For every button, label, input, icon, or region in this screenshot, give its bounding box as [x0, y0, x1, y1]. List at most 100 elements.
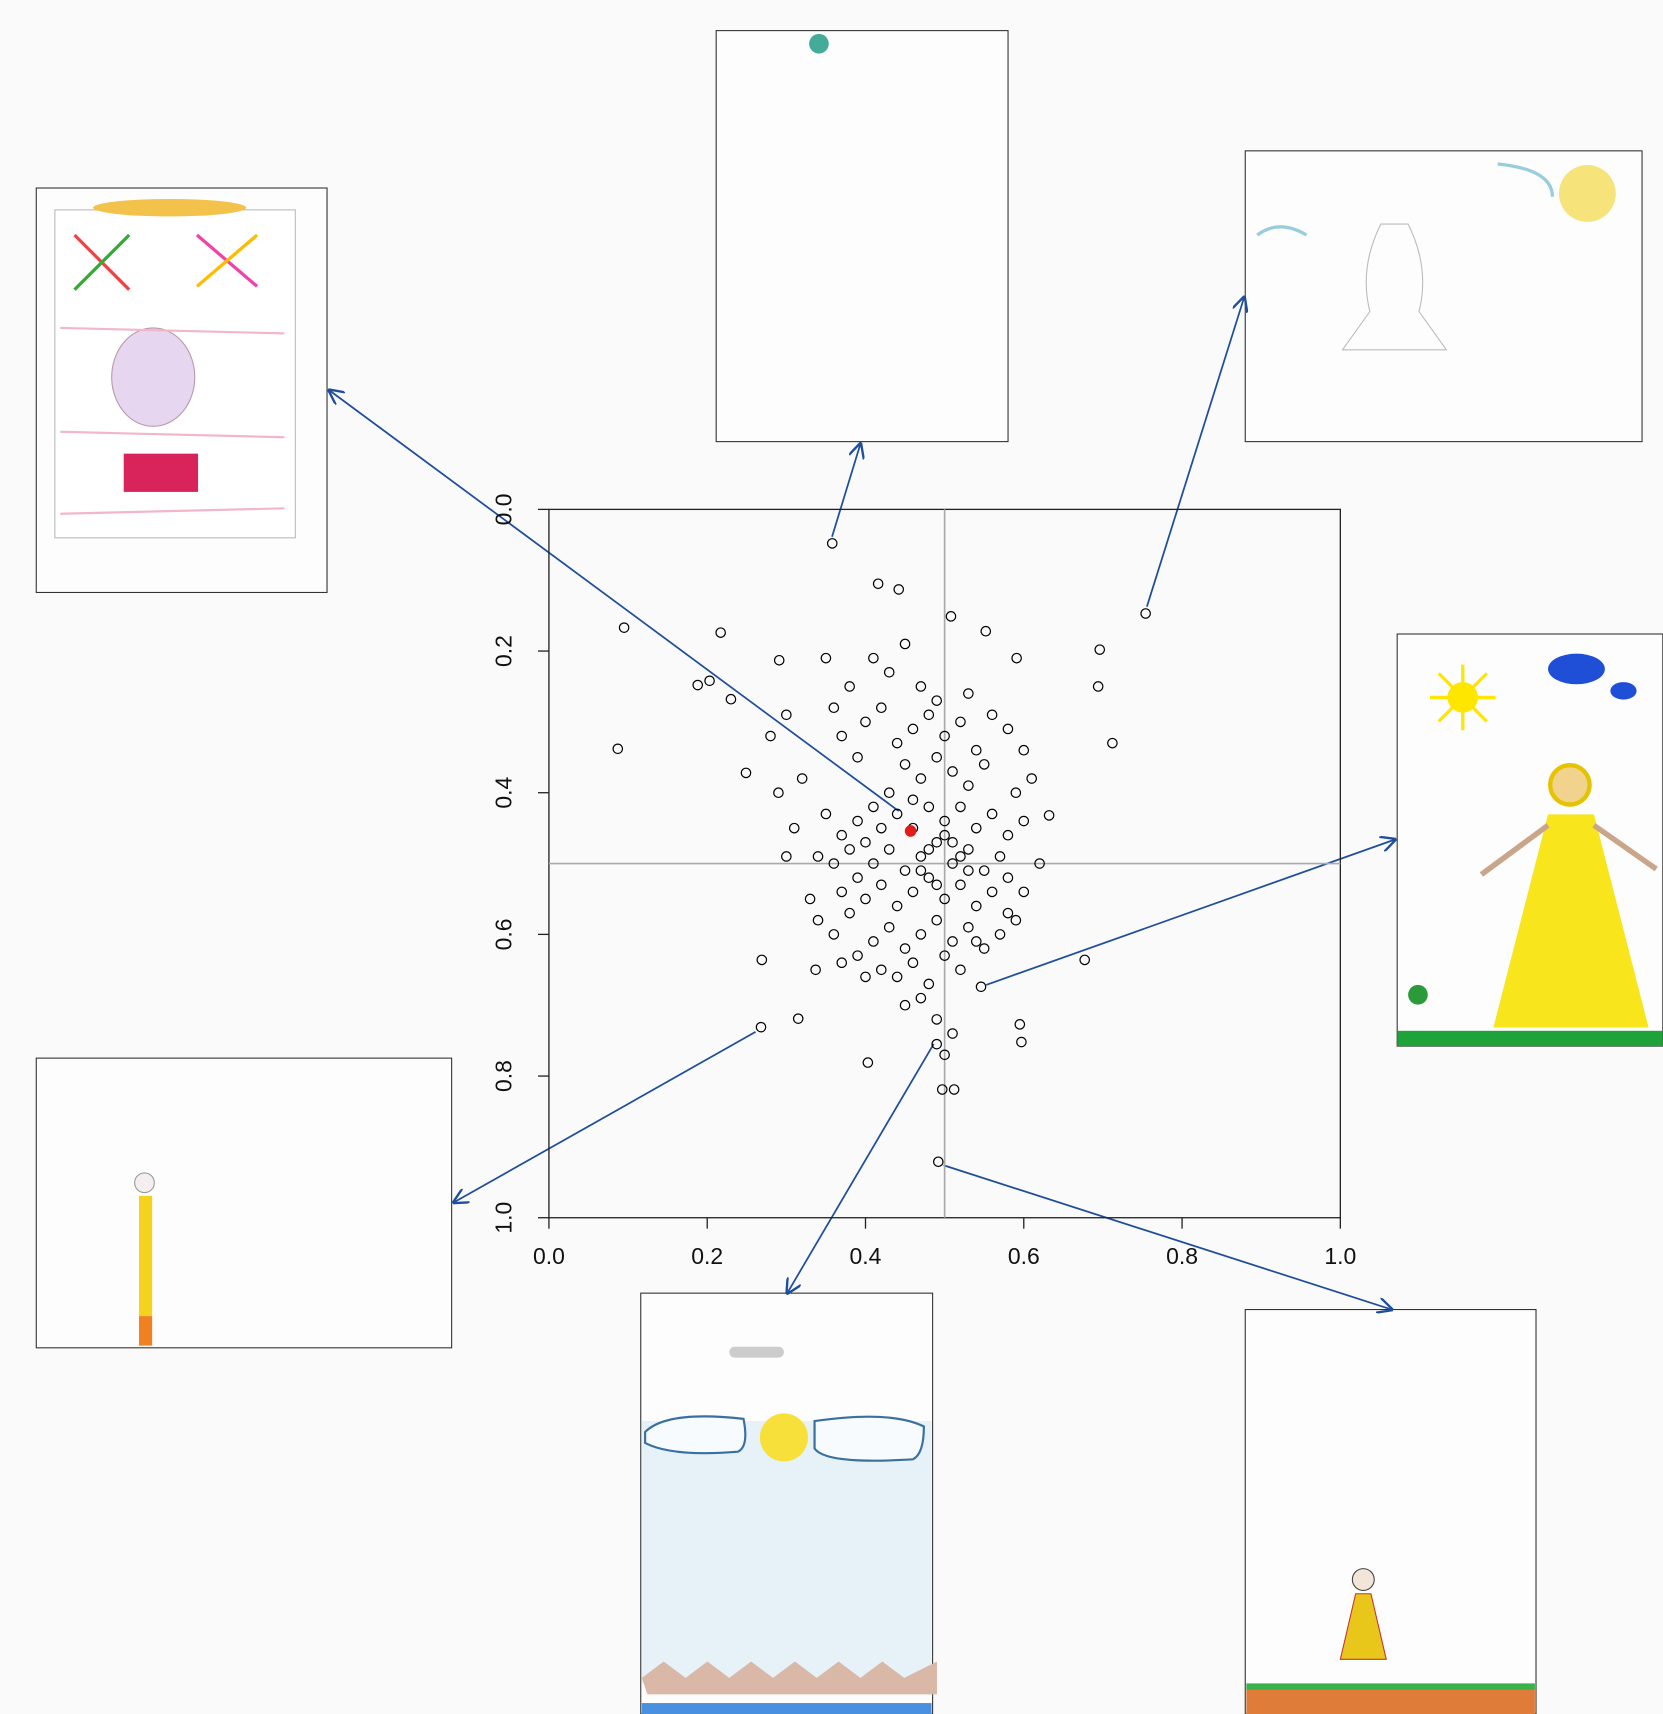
drawing-4 — [1396, 633, 1663, 1047]
point — [915, 992, 927, 1004]
drawing-2 — [715, 30, 1009, 443]
drawing-1 — [35, 187, 328, 594]
point — [963, 865, 974, 876]
point — [836, 886, 848, 898]
point — [868, 652, 879, 664]
point — [820, 808, 832, 820]
point — [868, 801, 879, 813]
point — [876, 822, 887, 834]
point — [947, 837, 958, 848]
point — [765, 730, 776, 742]
point — [931, 1038, 943, 1050]
point — [939, 893, 950, 905]
point — [828, 702, 840, 714]
point — [773, 787, 784, 799]
point — [915, 681, 927, 692]
point — [948, 1084, 960, 1095]
point — [893, 584, 905, 595]
point — [931, 879, 943, 891]
point — [1094, 644, 1106, 655]
point — [923, 872, 935, 884]
plot-area: 0.0 0.2 0.4 0.6 0.8 1.0 0.0 0.2 0.4 0.6 0.8 1.0 — [490, 493, 1356, 1269]
x-tick-label: 1.0 — [1324, 1243, 1356, 1269]
point — [1002, 829, 1014, 841]
point — [915, 929, 927, 940]
highlight-point — [904, 825, 917, 837]
point — [868, 858, 879, 869]
point — [836, 957, 848, 969]
point — [773, 654, 785, 666]
point — [955, 716, 966, 728]
point — [804, 893, 816, 905]
point — [756, 954, 768, 966]
point — [1026, 773, 1037, 784]
point — [955, 851, 966, 862]
point — [939, 1049, 950, 1061]
point — [923, 801, 935, 813]
point — [947, 858, 958, 869]
x-tick-label: 0.8 — [1166, 1243, 1198, 1269]
point — [704, 675, 715, 687]
point — [963, 922, 974, 933]
point — [1018, 744, 1030, 756]
point — [781, 709, 792, 721]
point — [883, 922, 895, 933]
point — [883, 787, 895, 799]
drawing-3 — [1244, 150, 1643, 443]
point — [876, 702, 887, 714]
point — [899, 865, 911, 876]
point — [852, 752, 863, 763]
point — [836, 730, 848, 742]
point — [844, 844, 855, 855]
point — [1043, 810, 1055, 821]
point — [907, 723, 919, 735]
point — [891, 971, 903, 983]
point — [970, 936, 982, 947]
point — [1002, 872, 1014, 884]
y-tick-label: 0.4 — [490, 777, 516, 809]
point — [792, 1013, 804, 1024]
point — [939, 730, 950, 742]
point — [986, 808, 998, 820]
point — [907, 794, 919, 806]
point — [844, 907, 855, 919]
x-tick-label: 0.6 — [1008, 1243, 1040, 1269]
point — [852, 872, 863, 884]
point — [1079, 954, 1091, 966]
point — [931, 1014, 943, 1025]
point — [812, 914, 824, 926]
point — [936, 1084, 948, 1095]
point — [923, 978, 935, 990]
point — [933, 1156, 944, 1168]
point — [740, 767, 752, 779]
point — [931, 752, 943, 763]
point — [860, 837, 871, 848]
point — [860, 893, 871, 905]
y-tick-label: 0.8 — [490, 1060, 516, 1092]
x-tick-label: 0.0 — [533, 1243, 565, 1269]
point — [844, 681, 855, 692]
point — [970, 822, 982, 834]
point — [931, 837, 943, 848]
point — [986, 886, 998, 898]
point — [1018, 815, 1030, 827]
point — [947, 936, 958, 947]
point — [618, 622, 630, 633]
point — [939, 950, 950, 961]
point — [915, 865, 927, 876]
point — [980, 625, 992, 637]
point — [891, 808, 903, 820]
point — [899, 943, 911, 954]
point — [945, 611, 957, 622]
point — [1140, 608, 1151, 619]
point — [1034, 858, 1045, 869]
drawing-6 — [640, 1292, 937, 1714]
point — [883, 667, 895, 678]
point — [1014, 1019, 1026, 1030]
point — [931, 695, 943, 706]
point — [852, 815, 863, 827]
point — [836, 829, 848, 841]
point — [915, 851, 927, 862]
point — [872, 578, 884, 590]
